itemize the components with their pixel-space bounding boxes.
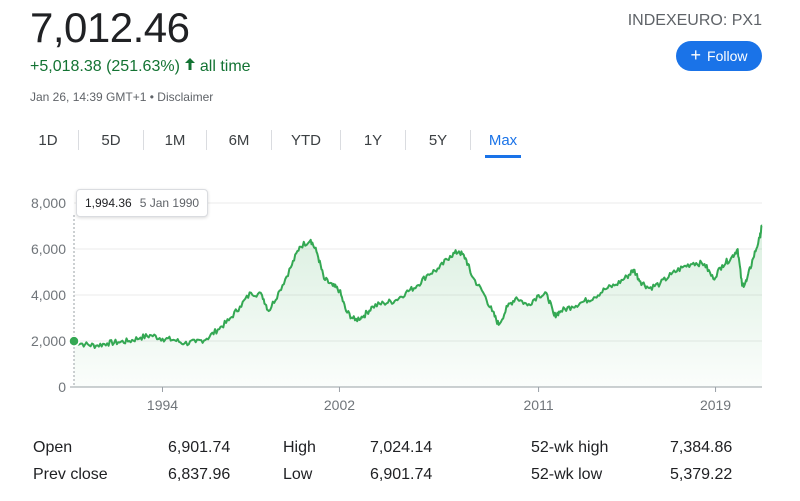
ticker-symbol: INDEXEURO: PX1 — [627, 12, 762, 29]
quote-meta: Jan 26, 14:39 GMT+1 • Disclaimer — [30, 90, 213, 104]
price-change: +5,018.38 (251.63%) all time — [30, 57, 251, 76]
stat-label-low: Low — [283, 466, 313, 483]
tab-5y[interactable]: 5Y — [428, 131, 448, 149]
tab-divider — [470, 130, 471, 150]
hover-point — [68, 335, 80, 347]
y-tick-label: 0 — [58, 379, 66, 395]
stat-label-prev-close: Prev close — [33, 466, 108, 483]
plus-icon: + — [690, 45, 702, 65]
tab-1m[interactable]: 1M — [164, 131, 186, 149]
tab-1d[interactable]: 1D — [38, 131, 58, 149]
tab-5d[interactable]: 5D — [101, 131, 121, 149]
arrow-up-icon — [184, 57, 196, 76]
tab-ytd[interactable]: YTD — [291, 131, 321, 149]
stat-value-52wk-high: 7,384.86 — [670, 439, 733, 456]
series-area-fill — [74, 225, 762, 387]
x-tick-label: 2011 — [524, 397, 554, 413]
tab-divider — [271, 130, 272, 150]
y-tick-label: 4,000 — [31, 287, 66, 303]
timestamp: Jan 26, 14:39 GMT+1 — [30, 90, 147, 104]
disclaimer-link[interactable]: Disclaimer — [157, 90, 214, 104]
tab-divider — [78, 130, 79, 150]
separator-dot: • — [149, 90, 154, 104]
stat-label-52wk-high: 52-wk high — [531, 439, 609, 456]
tab-divider — [143, 130, 144, 150]
chart-tooltip: 1,994.36 5 Jan 1990 — [76, 189, 209, 217]
stat-value-prev-close: 6,837.96 — [168, 466, 231, 483]
y-tick-label: 2,000 — [31, 333, 66, 349]
tab-1y[interactable]: 1Y — [363, 131, 383, 149]
stat-value-open: 6,901.74 — [168, 439, 231, 456]
follow-button[interactable]: + Follow — [676, 41, 762, 71]
x-tick-label: 2002 — [324, 397, 355, 413]
current-price: 7,012.46 — [30, 4, 190, 51]
y-tick-label: 6,000 — [31, 241, 66, 257]
tab-divider — [340, 130, 341, 150]
series-line — [73, 224, 763, 349]
change-value: +5,018.38 (251.63%) — [30, 57, 180, 75]
y-tick-label: 8,000 — [31, 195, 66, 211]
stat-value-high: 7,024.14 — [370, 439, 433, 456]
x-tick-label: 1994 — [147, 397, 178, 413]
tab-divider — [405, 130, 406, 150]
range-tabs: 1D 5D 1M 6M YTD 1Y 5Y Max — [18, 124, 521, 158]
x-tick-label: 2019 — [700, 397, 731, 413]
change-period: all time — [199, 57, 251, 75]
tab-divider — [206, 130, 207, 150]
stat-label-high: High — [283, 439, 316, 456]
tab-max[interactable]: Max — [485, 124, 521, 158]
follow-label: Follow — [707, 48, 748, 64]
tab-6m[interactable]: 6M — [228, 131, 250, 149]
stat-value-52wk-low: 5,379.22 — [670, 466, 733, 483]
stat-value-low: 6,901.74 — [370, 466, 433, 483]
stat-label-52wk-low: 52-wk low — [531, 466, 603, 483]
price-chart[interactable]: 0 2,000 4,000 6,000 8,000 1994 2002 2011 2019 — [0, 180, 800, 420]
tooltip-value: 1,994.36 — [85, 196, 132, 210]
tooltip-date: 5 Jan 1990 — [139, 196, 200, 210]
stat-label-open: Open — [33, 439, 73, 456]
